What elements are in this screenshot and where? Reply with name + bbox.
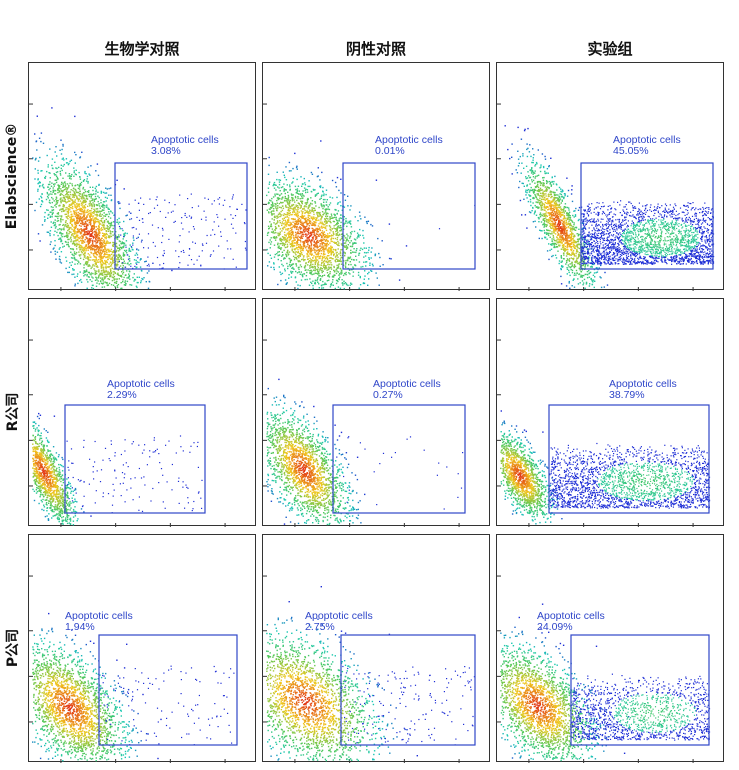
axis-ticks [497, 339, 694, 527]
panel-plot-r2-c2 [497, 575, 711, 763]
row-header-elabscience: Elabscience® [0, 62, 24, 290]
gate-percent: 0.01% [375, 146, 443, 157]
gate-name: Apoptotic cells [107, 379, 175, 390]
gate-label: Apoptotic cells 2.29% [107, 379, 175, 401]
panel-plot-r0-c1 [263, 103, 476, 291]
gate-name: Apoptotic cells [305, 611, 373, 622]
gate-label: Apoptotic cells 24.09% [537, 611, 605, 633]
panel-plot-r1-c2 [497, 339, 711, 527]
gate-name: Apoptotic cells [151, 135, 219, 146]
axis-ticks [497, 575, 694, 763]
panel-plot-r2-c0 [29, 575, 238, 763]
axis-ticks [29, 575, 226, 763]
apoptotic-events [117, 193, 247, 270]
gate-percent: 0.27% [373, 390, 441, 401]
apoptotic-gate [548, 404, 710, 514]
row-header-elabscience-text: Elabscience® [4, 123, 20, 230]
gate-label: Apoptotic cells 3.08% [151, 135, 219, 157]
gate-name: Apoptotic cells [609, 379, 677, 390]
apoptotic-events [336, 436, 464, 510]
gate-percent: 45.05% [613, 146, 681, 157]
cell-population [32, 412, 92, 526]
gate-label: Apoptotic cells 45.05% [613, 135, 681, 157]
panel-r2-c1: Apoptotic cells 2.75% [262, 534, 490, 763]
row-header-p-company-text: P公司 [2, 629, 22, 667]
panel-r0-c1: Apoptotic cells 0.01% [262, 62, 490, 291]
gate-percent: 24.09% [537, 622, 605, 633]
panel-plot-r0-c0 [29, 103, 248, 291]
apoptotic-gate [342, 162, 476, 270]
panel-r1-c0: Apoptotic cells 2.29% [28, 298, 256, 527]
gate-label: Apoptotic cells 0.01% [375, 135, 443, 157]
panel-plot-r2-c1 [263, 575, 476, 763]
cell-population [32, 612, 162, 762]
panel-r2-c2: Apoptotic cells 24.09% [496, 534, 724, 763]
gate-name: Apoptotic cells [613, 135, 681, 146]
cell-population [266, 378, 366, 526]
cell-population [504, 125, 611, 289]
axis-ticks [263, 575, 460, 763]
axis-ticks [29, 103, 226, 291]
apoptotic-gate [98, 634, 238, 746]
apoptotic-gate [64, 404, 206, 514]
gate-percent: 2.75% [305, 622, 373, 633]
axis-ticks [263, 103, 460, 291]
apoptotic-events [438, 204, 476, 230]
gate-label: Apoptotic cells 38.79% [609, 379, 677, 401]
gate-label: Apoptotic cells 2.75% [305, 611, 373, 633]
cell-population [266, 140, 408, 290]
panel-r0-c2: Apoptotic cells 45.05% [496, 62, 724, 291]
row-header-r-company-text: R公司 [2, 393, 22, 432]
panel-r1-c1: Apoptotic cells 0.27% [262, 298, 490, 527]
axis-ticks [263, 339, 460, 527]
apoptotic-events [99, 665, 235, 746]
cell-population [500, 410, 567, 525]
gate-name: Apoptotic cells [373, 379, 441, 390]
column-header-negative-control: 阴性对照 [262, 38, 490, 58]
row-header-p-company: P公司 [0, 534, 24, 762]
panel-plot-r0-c2 [497, 103, 715, 291]
apoptotic-gate [332, 404, 466, 514]
gate-label: Apoptotic cells 1.94% [65, 611, 133, 633]
panel-r0-c0: Apoptotic cells 3.08% [28, 62, 256, 291]
apoptotic-events [571, 673, 711, 741]
row-header-r-company: R公司 [0, 298, 24, 526]
gate-name: Apoptotic cells [537, 611, 605, 622]
apoptotic-events [581, 200, 715, 265]
panel-plot-r1-c1 [263, 339, 466, 527]
panel-r1-c2: Apoptotic cells 38.79% [496, 298, 724, 527]
apoptotic-gate [570, 634, 710, 746]
apoptotic-gate [114, 162, 248, 270]
column-header-experimental-group: 实验组 [496, 38, 724, 58]
gate-name: Apoptotic cells [375, 135, 443, 146]
panel-r2-c0: Apoptotic cells 1.94% [28, 534, 256, 763]
apoptotic-events [549, 442, 711, 509]
gate-percent: 38.79% [609, 390, 677, 401]
apoptotic-events [341, 665, 475, 746]
gate-name: Apoptotic cells [65, 611, 133, 622]
apoptotic-events [66, 435, 203, 514]
gate-label: Apoptotic cells 0.27% [373, 379, 441, 401]
gate-percent: 1.94% [65, 622, 133, 633]
gate-percent: 2.29% [107, 390, 175, 401]
apoptotic-gate [580, 162, 714, 270]
cell-population [32, 107, 173, 290]
panel-plot-r1-c0 [29, 339, 226, 527]
apoptotic-gate [340, 634, 476, 746]
gate-percent: 3.08% [151, 146, 219, 157]
axis-ticks [29, 339, 226, 527]
axis-ticks [497, 103, 694, 291]
column-header-biological-control: 生物学对照 [28, 38, 256, 58]
